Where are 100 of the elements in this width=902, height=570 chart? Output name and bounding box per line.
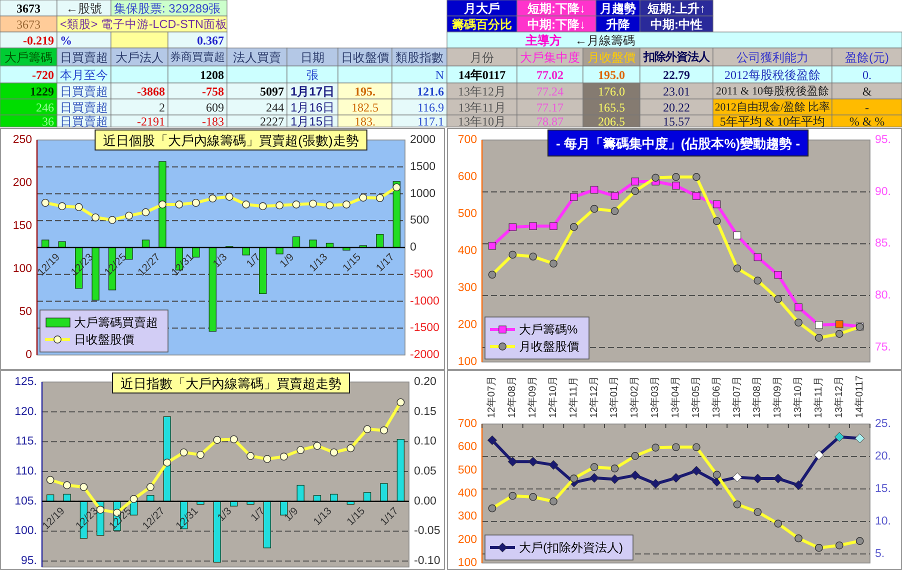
text: 77.24 xyxy=(536,84,564,98)
bar xyxy=(63,494,71,502)
text: - xyxy=(865,100,869,114)
point xyxy=(296,446,305,454)
text: 77.17 xyxy=(536,100,564,114)
point xyxy=(814,334,823,342)
point xyxy=(508,456,518,467)
point xyxy=(794,480,804,490)
text: 短期:上升↑ xyxy=(646,2,706,16)
y-tick-label: 0 xyxy=(26,349,32,361)
x-tick-label: 1/7 xyxy=(244,251,264,270)
chart-title: 近日指數「大戶內線籌碼」買賣超走勢 xyxy=(120,376,342,391)
point xyxy=(529,493,538,501)
point xyxy=(672,173,680,181)
text: 15.57 xyxy=(663,114,690,128)
y2-tick-label: 25. xyxy=(875,418,891,430)
text: 244 xyxy=(266,100,284,114)
point xyxy=(246,452,254,460)
text: 月大戶 xyxy=(463,2,500,16)
y2-tick-label: 90. xyxy=(875,186,891,198)
y2-tick-label: -1500 xyxy=(410,322,440,334)
point xyxy=(529,252,538,260)
y-tick-label: 150 xyxy=(12,220,32,232)
x-tick-label: 1/7 xyxy=(248,505,268,524)
y2-tick-label: -0.05 xyxy=(414,525,440,538)
text: 盈餘(元) xyxy=(845,50,889,64)
point xyxy=(380,426,388,434)
x-tick-label: 13年12月 xyxy=(832,376,845,418)
x-tick-label: 13年01月 xyxy=(608,376,620,418)
text: ←月線籌碼 xyxy=(575,34,635,48)
text: 22.79 xyxy=(663,68,690,82)
text: 日買賣超 xyxy=(60,100,108,114)
point xyxy=(548,460,558,470)
text: 2011 & 10每股稅後盈餘 xyxy=(716,86,830,98)
y2-tick-label: 80. xyxy=(875,290,891,302)
text: 117.1 xyxy=(417,114,444,128)
text: 3673 xyxy=(16,18,40,32)
y-tick-label: 105. xyxy=(14,495,37,508)
text: 206.5 xyxy=(598,114,625,128)
bar xyxy=(296,484,304,502)
point xyxy=(732,472,742,482)
point xyxy=(225,192,234,201)
y-tick-label: 500 xyxy=(458,208,477,220)
y-tick-label: 200 xyxy=(458,534,477,546)
point xyxy=(550,222,558,230)
text: 2012自由現金/盈餘 比率 xyxy=(714,100,830,114)
bar xyxy=(396,438,404,502)
x-tick-label: 13年10月 xyxy=(792,376,804,418)
point xyxy=(263,455,272,463)
text: 日買賣超 xyxy=(60,50,108,64)
y2-tick-label: 20. xyxy=(875,450,891,462)
bar xyxy=(146,495,154,502)
text: 5年平均 & 10年平均 xyxy=(720,114,826,128)
point xyxy=(590,463,598,472)
point xyxy=(230,435,238,444)
x-tick-label: 13年05月 xyxy=(690,376,702,418)
point xyxy=(631,187,640,196)
y2-tick-label: 0.10 xyxy=(414,436,436,448)
point xyxy=(752,474,763,484)
point xyxy=(834,432,844,442)
bar xyxy=(259,247,267,294)
y-tick-label: 700 xyxy=(458,418,477,430)
point xyxy=(550,497,558,506)
y2-tick-label: 75. xyxy=(875,341,891,354)
x-tick-label: 13年09月 xyxy=(772,376,784,418)
text: 121.6 xyxy=(417,84,444,98)
y2-tick-label: -500 xyxy=(410,268,434,280)
x-tick-label: 13年08月 xyxy=(751,376,764,418)
text: 大戶籌碼 xyxy=(4,50,52,64)
y2-tick-label: 0.00 xyxy=(414,495,436,508)
text: 2012每股稅後盈餘 xyxy=(724,68,820,82)
y2-tick-label: -2000 xyxy=(410,349,440,361)
point xyxy=(610,207,619,215)
chart-title: - 每月「籌碼集中度」(佔股本%)變動趨勢 - xyxy=(556,136,800,151)
x-tick-label: 12年07月 xyxy=(486,376,498,418)
point xyxy=(570,223,578,231)
y-tick-label: 95. xyxy=(21,555,37,568)
point xyxy=(815,321,823,329)
point xyxy=(529,222,537,230)
text: % xyxy=(60,34,72,48)
point xyxy=(856,537,864,545)
point xyxy=(712,470,721,479)
point xyxy=(488,504,496,512)
text: -2191 xyxy=(137,114,165,128)
point xyxy=(488,242,496,250)
point xyxy=(590,204,598,213)
point xyxy=(180,448,188,456)
x-tick-label: 12年11月 xyxy=(567,376,580,418)
point xyxy=(570,474,578,482)
text: <類股> 電子中游-LCD-STN面板 xyxy=(60,18,228,31)
point xyxy=(158,200,166,208)
y-tick-label: 100 xyxy=(458,557,477,569)
y2-tick-label: 0 xyxy=(410,242,416,254)
point xyxy=(488,270,496,279)
point xyxy=(589,473,600,483)
text: 月趨勢 xyxy=(599,2,636,16)
point xyxy=(712,200,721,208)
y-tick-label: 115. xyxy=(15,436,37,448)
point xyxy=(363,425,372,434)
x-tick-label: 1/3 xyxy=(215,505,234,524)
